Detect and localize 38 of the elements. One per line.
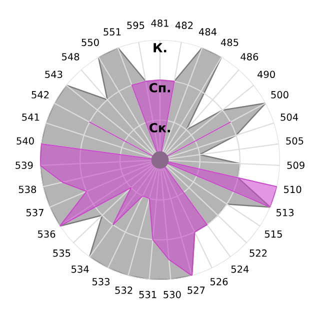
- spoke-label: 551: [104, 28, 121, 36]
- spoke-label: 536: [38, 230, 56, 238]
- spoke-label: 484: [198, 28, 217, 36]
- spoke-label: 539: [16, 162, 33, 169]
- spoke-label: 550: [82, 38, 99, 46]
- spoke-label: 490: [258, 70, 275, 78]
- spoke-label: 486: [240, 53, 258, 60]
- spoke-label: 504: [280, 113, 298, 121]
- y-tick-label: Ск.: [149, 122, 170, 132]
- spoke-label: 482: [175, 22, 193, 30]
- spoke-label: 533: [92, 278, 110, 286]
- spoke-label: 535: [53, 249, 70, 257]
- spoke-label: 540: [16, 137, 34, 145]
- spoke-label: 515: [264, 230, 282, 238]
- y-tick-label: Сп.: [149, 82, 170, 92]
- y-tick-label: К.: [154, 43, 166, 52]
- spoke-label: 522: [250, 249, 267, 257]
- spoke-label: 505: [286, 137, 304, 145]
- spoke-label: 513: [276, 208, 294, 216]
- spoke-label: 530: [164, 290, 181, 298]
- spoke-label: 500: [271, 91, 288, 98]
- spoke-label: 537: [26, 208, 44, 216]
- spoke-label: 595: [127, 22, 144, 30]
- spoke-label: 543: [45, 70, 62, 78]
- spoke-label: 531: [139, 290, 156, 298]
- spoke-label: 534: [72, 265, 89, 273]
- spoke-label: 538: [18, 186, 36, 194]
- spoke-label: 527: [188, 286, 205, 294]
- spoke-label: 481: [151, 19, 168, 27]
- spoke-label: 526: [210, 278, 228, 286]
- spoke-label: 485: [220, 38, 238, 46]
- spoke-label: 548: [62, 53, 80, 60]
- spoke-label: 532: [115, 286, 132, 294]
- spoke-label: 541: [22, 114, 40, 121]
- spoke-label: 542: [32, 91, 49, 98]
- spoke-label: 509: [287, 162, 304, 169]
- spoke-label: 524: [231, 265, 249, 273]
- spoke-label: 510: [284, 186, 302, 194]
